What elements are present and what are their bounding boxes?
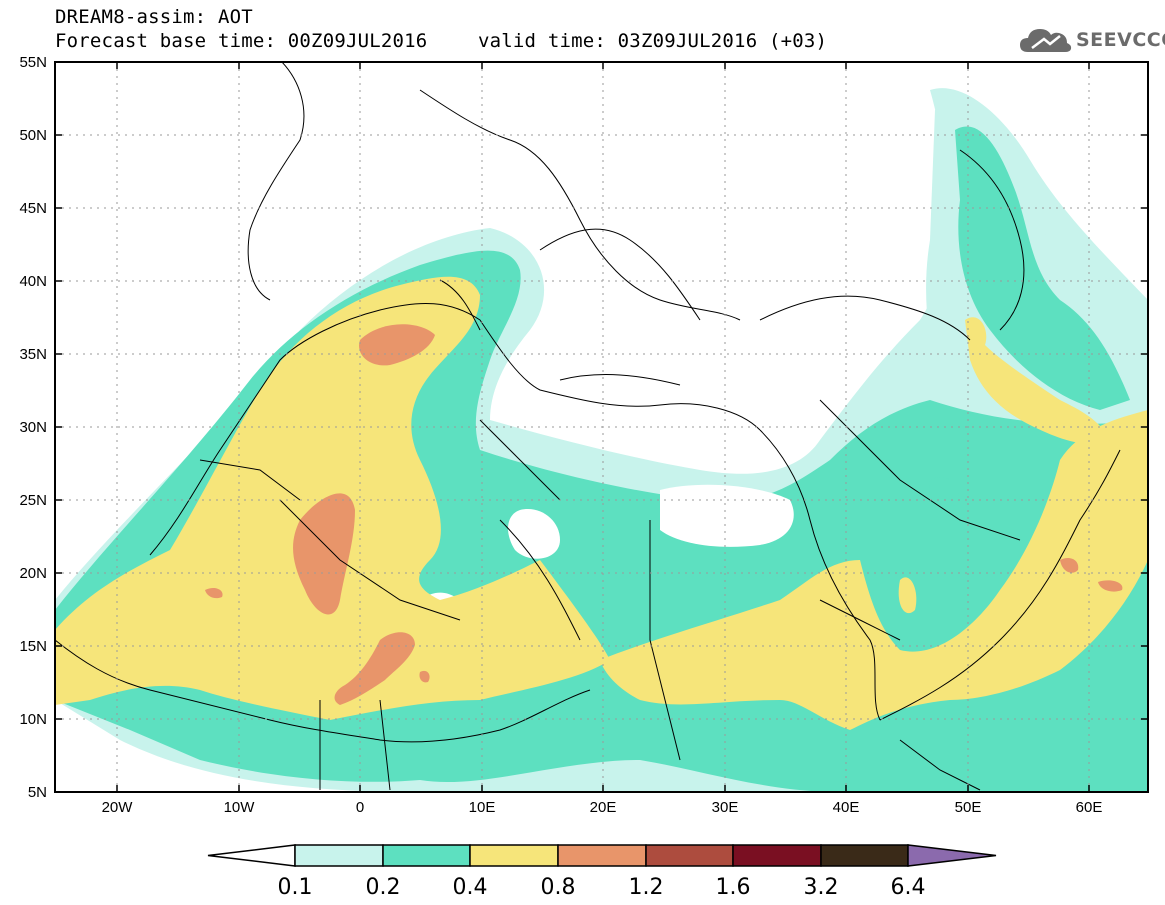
- seevccc-logo: SEEVCCC: [1018, 22, 1165, 62]
- lat-label: 25N: [19, 492, 47, 509]
- aot-contours: [55, 62, 1148, 792]
- colorbar-label: 3.2: [804, 875, 839, 900]
- lon-label: 30E: [712, 799, 739, 816]
- lon-label: 40E: [833, 799, 860, 816]
- lat-label: 35N: [19, 346, 47, 363]
- colorbar-swatch: [732, 844, 822, 867]
- colorbar-over-triangle: [907, 844, 997, 867]
- colorbar-label: 6.4: [891, 875, 926, 900]
- lat-label: 15N: [19, 638, 47, 655]
- lat-label: 45N: [19, 200, 47, 217]
- colorbar: 0.1 0.2 0.4 0.8 1.2 1.6 3.2 6.4: [207, 844, 997, 900]
- lon-label: 50E: [955, 799, 982, 816]
- map-title: DREAM8-assim: AOT: [55, 6, 253, 28]
- lon-label: 0: [356, 799, 364, 816]
- aot-band-0.8: [205, 324, 1123, 705]
- lon-axis: 20W 10W 0 10E 20E 30E 40E 50E 60E: [102, 799, 1103, 816]
- map-subtitle: Forecast base time: 00Z09JUL2016 valid ti…: [55, 30, 827, 52]
- lat-label: 10N: [19, 711, 47, 728]
- colorbar-label: 1.6: [716, 875, 751, 900]
- base-time: Forecast base time: 00Z09JUL2016: [55, 30, 428, 52]
- cloud-icon: [1020, 29, 1072, 52]
- lon-label: 60E: [1076, 799, 1103, 816]
- colorbar-label: 0.1: [278, 875, 313, 900]
- lat-label: 40N: [19, 273, 47, 290]
- lat-label: 5N: [28, 784, 47, 801]
- colorbar-swatch: [294, 844, 384, 867]
- lat-label: 55N: [19, 54, 47, 71]
- lon-label: 20W: [102, 799, 134, 816]
- lon-label: 10E: [469, 799, 496, 816]
- lat-label: 50N: [19, 127, 47, 144]
- colorbar-swatch: [382, 844, 471, 867]
- graticule: [55, 62, 1148, 792]
- colorbar-swatch: [557, 844, 647, 867]
- coastlines: [55, 62, 1121, 791]
- colorbar-label: 1.2: [629, 875, 664, 900]
- lon-label: 10W: [224, 799, 256, 816]
- colorbar-swatch: [469, 844, 559, 867]
- colorbar-swatch: [820, 844, 909, 867]
- colorbar-swatch: [645, 844, 734, 867]
- axis-ticks: [55, 61, 1148, 793]
- colorbar-under-triangle: [207, 844, 296, 867]
- colorbar-label: 0.2: [366, 875, 401, 900]
- valid-time: valid time: 03Z09JUL2016 (+03): [478, 30, 828, 52]
- lat-axis: 5N 10N 15N 20N 25N 30N 35N 40N 45N 50N 5…: [19, 54, 47, 801]
- colorbar-label: 0.4: [453, 875, 488, 900]
- lat-label: 30N: [19, 419, 47, 436]
- logo-text: SEEVCCC: [1076, 29, 1165, 51]
- lon-label: 20E: [590, 799, 617, 816]
- lat-label: 20N: [19, 565, 47, 582]
- colorbar-label: 0.8: [541, 875, 576, 900]
